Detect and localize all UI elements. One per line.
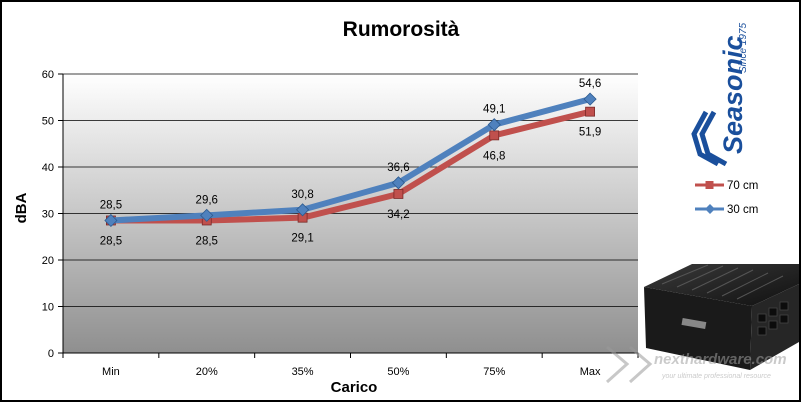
data-label: 54,6 [579,78,601,90]
data-label: 36,6 [387,162,409,174]
data-point [104,213,118,228]
x-tick-label: 35% [292,366,314,378]
axes [62,74,638,354]
data-label: 28,5 [100,235,122,247]
y-tick-label: 40 [42,162,54,174]
x-axis-label: Carico [331,379,378,396]
nexthardware-watermark: nexthardware.com your ultimate professio… [605,345,787,384]
seasonic-logo: Seasonic Since 1975 [691,23,749,167]
legend: 70 cm 30 cm [695,180,758,216]
psu-product-image [644,264,799,370]
legend-label: 30 cm [727,204,758,216]
chart-title: Rumorosità [343,18,460,41]
data-point [200,208,214,222]
data-point [583,92,597,106]
svg-text:Seasonic: Seasonic [718,35,748,154]
data-label: 51,9 [579,127,601,139]
y-tick-label: 20 [42,255,54,267]
y-tick-label: 30 [42,209,54,221]
y-tick-label: 10 [42,302,54,314]
x-tick-label: 50% [387,366,409,378]
data-point [391,176,405,190]
logo-swoosh-icon [691,110,728,167]
data-point [296,203,310,217]
data-label: 34,2 [387,209,409,221]
x-tick-label: Min [102,366,120,378]
data-label: 49,1 [483,104,505,116]
data-label: 46,8 [483,150,505,162]
data-label: 30,8 [291,189,313,201]
data-label: 29,6 [196,194,218,206]
legend-marker [705,204,715,214]
y-tick-label: 0 [48,348,54,360]
gridlines [63,73,638,307]
svg-text:Since 1975: Since 1975 [738,23,749,73]
legend-marker [705,181,714,189]
svg-text:your ultimate professional res: your ultimate professional resource [661,373,771,380]
data-label: 29,1 [291,233,313,245]
series-line-30-cm [107,96,594,224]
data-point [489,130,500,141]
data-point [585,106,595,117]
data-point [487,118,501,132]
series-line-70-cm [107,108,594,224]
data-label: 28,5 [196,235,218,247]
y-tick-label: 50 [42,116,54,128]
x-tick-label: Max [580,366,601,378]
series-group [104,92,597,228]
y-axis-ticks: 0 10 20 30 40 50 60 [42,69,63,360]
y-tick-label: 60 [42,69,54,81]
svg-text:nexthardware.com: nexthardware.com [654,351,787,368]
x-tick-label: 75% [483,366,505,378]
data-label: 28,5 [100,199,122,211]
x-tick-label: 20% [196,366,218,378]
legend-label: 70 cm [727,180,758,192]
data-point [393,189,404,199]
y-axis-label: dBA [13,192,30,223]
data-labels: 28,5 28,5 29,1 34,2 46,8 51,9 28,5 29,6 30,8 36,6… [100,78,602,247]
x-axis-ticks: Min 20% 35% 50% 75% Max [62,353,639,378]
